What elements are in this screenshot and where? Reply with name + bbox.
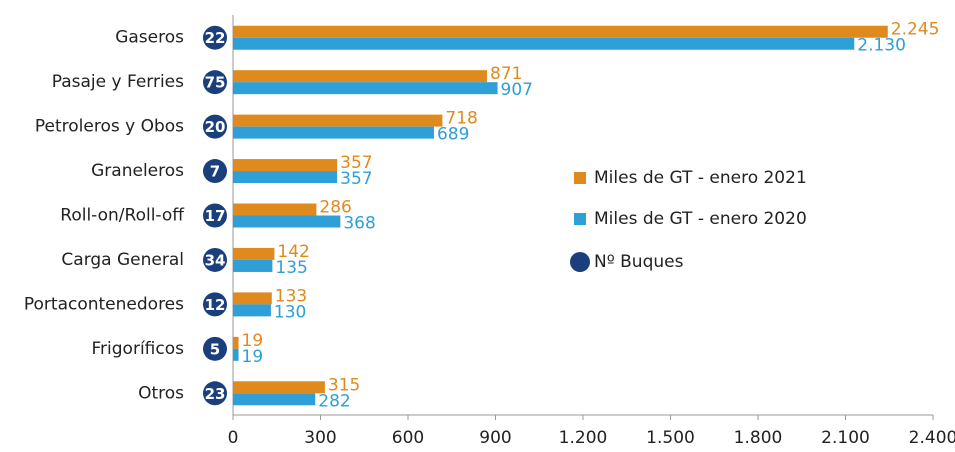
ship-badge [203, 203, 227, 228]
category-label: Graneleros [91, 161, 184, 181]
value-label: 368 [343, 214, 375, 234]
value-label: 357 [340, 169, 372, 189]
x-tick-label: 900 [479, 428, 511, 448]
value-label: 133 [275, 286, 307, 306]
x-tick-label: 1.800 [734, 428, 783, 448]
bar [233, 25, 888, 38]
ship-count: 75 [205, 74, 226, 92]
ship-badge [203, 247, 227, 272]
category-label: Pasaje y Ferries [52, 72, 184, 92]
bar [233, 259, 273, 272]
category-label: Frigoríficos [92, 339, 185, 359]
ship-count: 5 [210, 340, 220, 358]
value-label: 19 [242, 347, 264, 367]
bar [233, 203, 317, 216]
bar [233, 381, 325, 394]
category-label: Petroleros y Obos [35, 117, 184, 137]
ship-count: 22 [205, 29, 226, 47]
category-label: Carga General [61, 250, 184, 270]
value-label: 135 [275, 258, 307, 278]
bar [233, 393, 316, 406]
legend-swatch [574, 213, 586, 225]
bar [233, 292, 272, 305]
legend-label: Miles de GT - enero 2021 [594, 168, 807, 188]
value-label: 315 [328, 375, 360, 395]
ship-count: 20 [205, 118, 226, 136]
bar [233, 70, 488, 83]
bar [233, 348, 239, 361]
ship-count: 17 [205, 207, 226, 225]
ship-badge [203, 25, 227, 50]
ship-badge [203, 114, 227, 139]
x-tick-label: 1.200 [559, 428, 608, 448]
value-label: 142 [277, 242, 309, 262]
x-tick-label: 2.100 [821, 428, 870, 448]
legend-label: Nº Buques [594, 252, 684, 272]
x-tick-label: 2.400 [909, 428, 955, 448]
category-label: Portacontenedores [24, 294, 184, 314]
value-label: 19 [242, 331, 264, 351]
bar [233, 126, 434, 139]
ship-count: 34 [205, 251, 226, 269]
bar [233, 159, 338, 172]
ship-badge [203, 159, 227, 184]
legend-swatch [570, 252, 590, 272]
value-label: 130 [274, 302, 306, 322]
legend-swatch [574, 172, 586, 184]
x-tick-label: 600 [392, 428, 424, 448]
value-label: 282 [318, 391, 350, 411]
bar [233, 82, 498, 95]
value-label: 689 [437, 125, 469, 145]
legend-label: Miles de GT - enero 2020 [594, 209, 807, 229]
bar [233, 37, 855, 50]
ship-badge [203, 70, 227, 95]
ship-count: 12 [205, 296, 226, 314]
bar [233, 114, 443, 127]
ship-count: 7 [210, 163, 220, 181]
bar [233, 247, 275, 260]
value-label: 2.130 [857, 36, 906, 56]
ship-badge [203, 292, 227, 317]
bar [233, 304, 271, 317]
value-label: 357 [340, 153, 372, 173]
bar [233, 336, 239, 349]
category-label: Otros [138, 383, 184, 403]
value-label: 718 [445, 109, 477, 129]
ship-badge [203, 381, 227, 406]
bar [233, 171, 338, 184]
value-label: 907 [501, 80, 533, 100]
x-tick-label: 300 [304, 428, 336, 448]
ship-count: 23 [205, 385, 226, 403]
x-tick-label: 1.500 [646, 428, 695, 448]
value-label: 286 [319, 198, 351, 218]
value-label: 871 [490, 64, 522, 84]
value-label: 2.245 [891, 20, 940, 40]
ship-badge [203, 336, 227, 361]
category-label: Gaseros [115, 28, 184, 48]
category-label: Roll-on/Roll-off [60, 206, 185, 226]
bar [233, 215, 341, 228]
x-tick-label: 0 [228, 428, 239, 448]
